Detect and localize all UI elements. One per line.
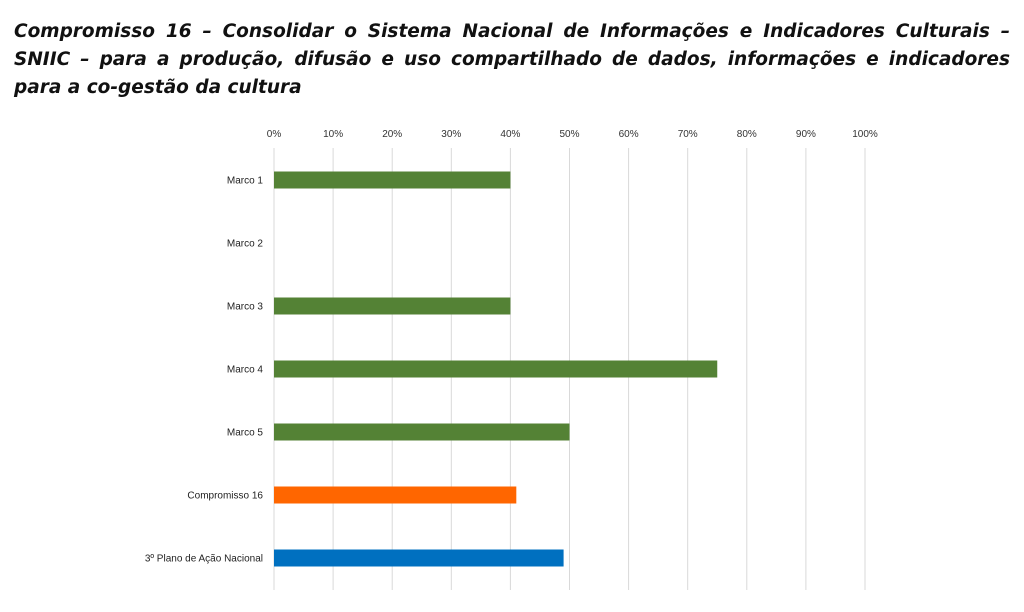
category-label: 3º Plano de Ação Nacional bbox=[145, 554, 263, 565]
x-tick-label: 100% bbox=[852, 129, 878, 140]
bar bbox=[274, 549, 564, 567]
category-label: Marco 4 bbox=[227, 365, 264, 376]
x-tick-label: 10% bbox=[323, 129, 343, 140]
category-label: Marco 1 bbox=[227, 176, 264, 187]
x-tick-label: 20% bbox=[382, 129, 402, 140]
y-axis-categories: Marco 1 Marco 2 Marco 3 Marco 4 Marco 5 Compr… bbox=[145, 176, 264, 565]
x-tick-label: 90% bbox=[796, 129, 816, 140]
bar bbox=[274, 423, 570, 441]
category-label: Marco 2 bbox=[227, 239, 264, 250]
x-tick-label: 30% bbox=[441, 129, 461, 140]
bars bbox=[274, 171, 718, 567]
x-tick-label: 0% bbox=[267, 129, 282, 140]
x-tick-label: 40% bbox=[500, 129, 520, 140]
bar bbox=[274, 360, 718, 378]
category-label: Marco 5 bbox=[227, 428, 264, 439]
x-axis-ticks: 0% 10% 20% 30% 40% 50% 60% 70% 80% 90% 100% bbox=[267, 129, 878, 140]
category-label: Compromisso 16 bbox=[187, 491, 263, 502]
bar bbox=[274, 486, 517, 504]
x-tick-label: 80% bbox=[737, 129, 757, 140]
bar bbox=[274, 297, 511, 315]
x-tick-label: 60% bbox=[619, 129, 639, 140]
bar bbox=[274, 171, 511, 189]
x-tick-label: 50% bbox=[559, 129, 579, 140]
x-tick-label: 70% bbox=[678, 129, 698, 140]
chart-title: Compromisso 16 – Consolidar o Sistema Na… bbox=[14, 21, 1010, 98]
category-label: Marco 3 bbox=[227, 302, 264, 313]
